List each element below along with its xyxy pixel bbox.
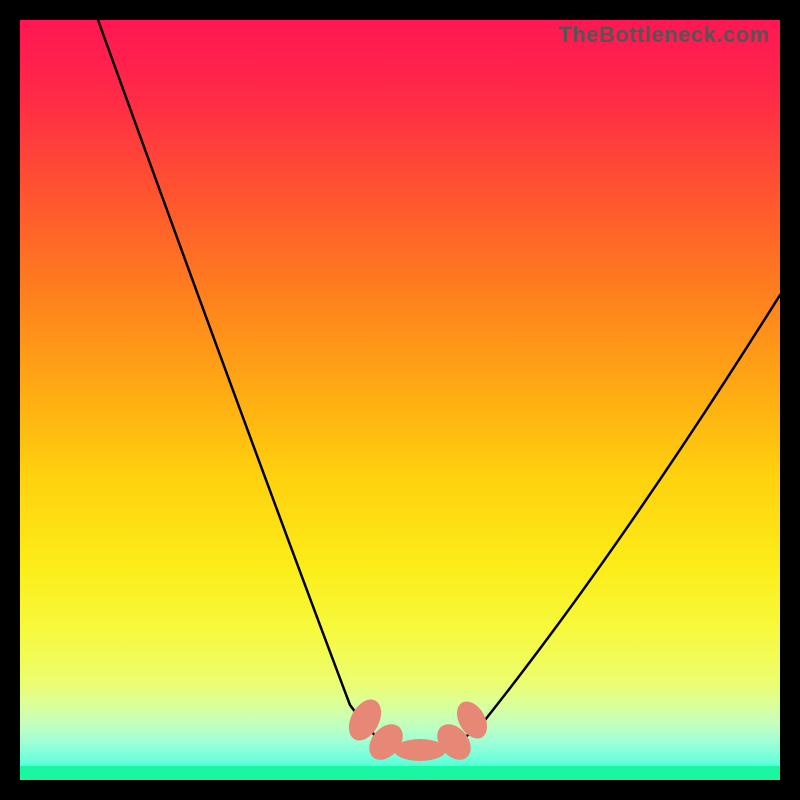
plot-area: TheBottleneck.com (20, 20, 780, 780)
blob (394, 739, 446, 761)
watermark-text: TheBottleneck.com (559, 22, 770, 48)
bottleneck-curve (20, 20, 780, 780)
curve-left (98, 20, 380, 740)
floor-blobs (342, 694, 493, 766)
curve-right (460, 295, 780, 740)
